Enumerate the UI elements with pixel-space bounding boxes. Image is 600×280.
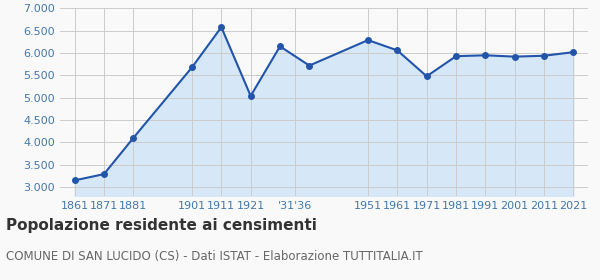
Text: COMUNE DI SAN LUCIDO (CS) - Dati ISTAT - Elaborazione TUTTITALIA.IT: COMUNE DI SAN LUCIDO (CS) - Dati ISTAT -… <box>6 250 423 263</box>
Text: Popolazione residente ai censimenti: Popolazione residente ai censimenti <box>6 218 317 233</box>
